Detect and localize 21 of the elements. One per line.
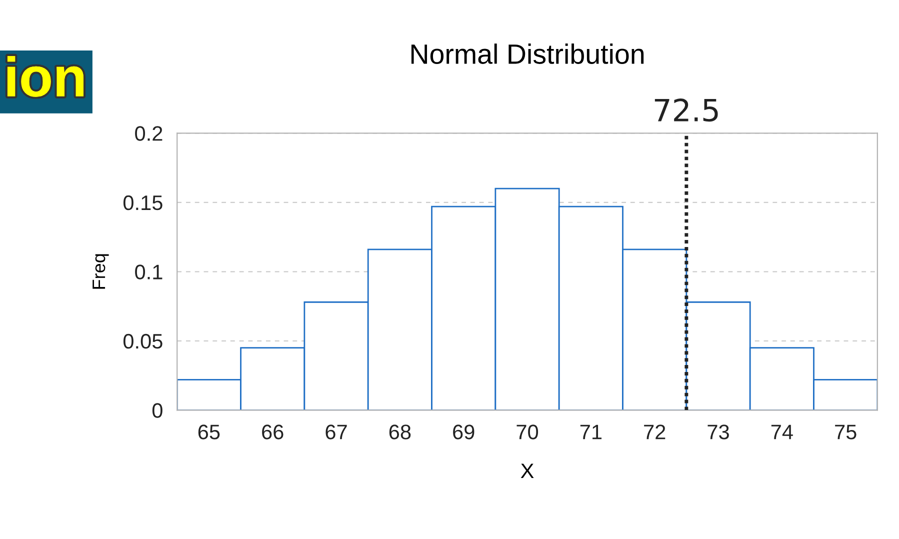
x-tick-label: 73 [708,424,729,440]
y-tick-label: 0.15 [123,195,162,210]
y-tick-label: 0.2 [135,126,162,141]
x-tick-label: 72 [644,424,666,440]
x-tick-label: 68 [389,424,411,440]
x-tick-label: 67 [326,424,347,440]
y-tick-label: 0 [152,403,162,418]
x-tick-label: 70 [516,424,538,440]
x-tick-label: 71 [580,424,602,440]
text: ion [7,56,84,97]
y-tick-label: 0.1 [135,264,162,280]
y-tick-label: 0.05 [123,334,162,349]
x-tick-label: 69 [453,424,474,440]
ref-line-label: 72.5 [654,98,718,122]
x-tick-label: 66 [262,424,284,440]
x-axis-title: X [520,464,534,478]
x-tick-label: 75 [835,424,856,440]
chart-title: Normal Distribution [411,44,644,64]
x-tick-label: 74 [771,424,793,440]
y-axis-title: Freq [92,254,109,289]
x-tick-label: 65 [198,424,220,440]
